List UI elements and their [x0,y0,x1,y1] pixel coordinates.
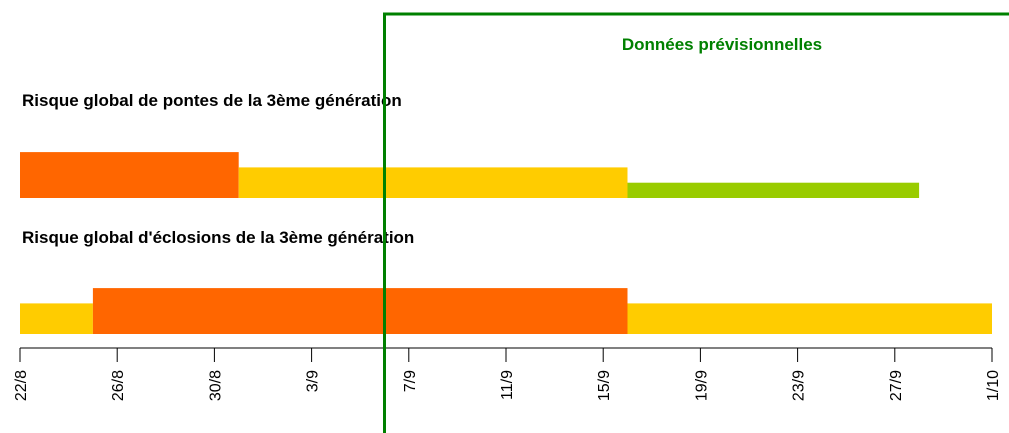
risk-segment [627,182,920,198]
row-label: Risque global de pontes de la 3ème génér… [22,91,402,110]
forecast-marker [383,12,1009,433]
risk-segment [627,303,992,334]
x-tick-label: 26/8 [110,370,127,401]
risk-segment [238,167,628,198]
risk-segment [92,288,628,334]
forecast-label: Données prévisionnelles [622,35,822,54]
x-tick-label: 11/9 [499,370,516,400]
x-tick-label: 3/9 [305,370,322,392]
x-tick-label: 7/9 [402,370,419,392]
risk-segment [20,303,93,334]
x-tick-label: 30/8 [207,370,224,401]
row-label: Risque global d'éclosions de la 3ème gén… [22,228,414,247]
x-tick-label: 1/10 [985,370,1002,401]
x-tick-label: 27/9 [888,370,905,401]
x-tick-label: 23/9 [791,370,808,401]
x-tick-label: 22/8 [13,370,30,401]
x-tick-label: 19/9 [693,370,710,401]
x-tick-label: 15/9 [596,370,613,401]
risk-segment [20,152,239,198]
